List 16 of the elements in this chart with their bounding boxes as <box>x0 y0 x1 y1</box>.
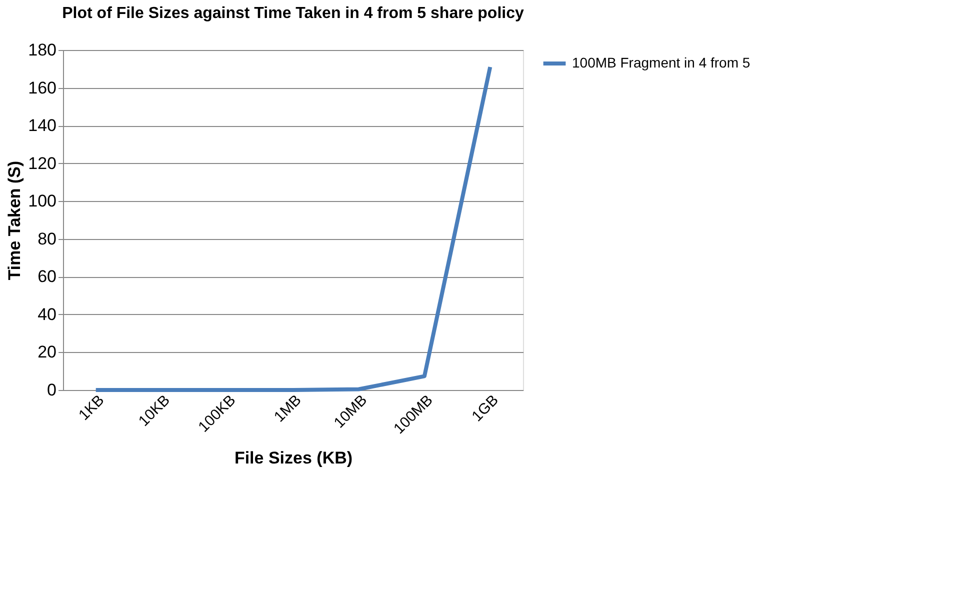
y-tick-label: 180 <box>28 40 56 60</box>
legend-label: 100MB Fragment in 4 from 5 <box>572 54 750 70</box>
y-axis-title: Time Taken (S) <box>5 160 24 280</box>
y-tick-label: 100 <box>28 192 56 211</box>
y-tick-label: 140 <box>28 116 56 136</box>
y-tick-label: 40 <box>38 304 56 324</box>
y-tick-label: 0 <box>47 380 56 400</box>
x-axis-title: File Sizes (KB) <box>234 448 353 468</box>
x-tick-label: 1KB <box>76 392 108 424</box>
y-tick-label: 160 <box>28 78 56 98</box>
y-tick-label: 120 <box>28 154 56 173</box>
y-tick-label: 80 <box>38 229 56 248</box>
line-series <box>94 65 492 392</box>
chart-title: Plot of File Sizes against Time Taken in 4 from 5 share policy <box>62 5 524 22</box>
y-tick-label: 20 <box>38 342 56 362</box>
y-tick-label: 60 <box>38 267 56 286</box>
